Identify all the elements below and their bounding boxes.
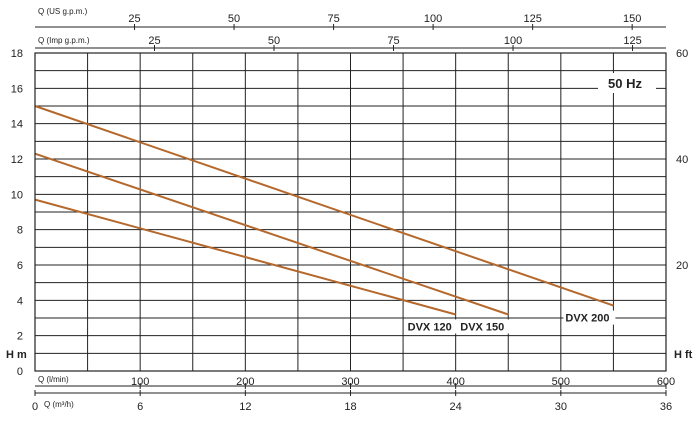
series-label-background: [405, 319, 458, 334]
us-gpm-tick-label: 100: [424, 13, 442, 25]
axis-label-imp-gpm: Q (Imp g.p.m.): [38, 36, 90, 45]
lmin-tick-label: 100: [131, 376, 149, 388]
us-gpm-tick-label: 75: [327, 13, 339, 25]
tick-label-left: 4: [17, 295, 23, 307]
imp-gpm-tick-label: 75: [387, 35, 399, 47]
series-label: DVX 200: [565, 313, 609, 325]
m3h-tick-label: 30: [555, 401, 567, 413]
tick-label-right: 40: [676, 154, 688, 166]
tick-label-left: 0: [17, 366, 23, 378]
tick-label-left: 16: [11, 83, 23, 95]
axis-labels: Q (US g.p.m.) Q (Imp g.p.m.) H m H ft Q …: [6, 7, 693, 409]
series-labels: DVX 120 DVX 150 DVX 200: [405, 310, 616, 334]
lmin-tick-label: 400: [446, 376, 464, 388]
lmin-tick-label: 600: [657, 376, 675, 388]
frequency-badge: 50 Hz: [598, 73, 656, 93]
tick-label-left: 6: [17, 260, 23, 272]
grid-lines: [35, 53, 666, 371]
m3h-tick-label: 36: [660, 401, 672, 413]
tick-label-left: 2: [17, 331, 23, 343]
axis-label-m3h: Q (m³/h): [44, 400, 74, 409]
m3h-tick-label: 6: [137, 401, 143, 413]
axis-label-us-gpm: Q (US g.p.m.): [38, 7, 88, 16]
plot-frame: [34, 24, 667, 396]
m3h-tick-label: 0: [32, 401, 38, 413]
axis-label-lmin: Q (l/min): [38, 375, 69, 384]
tick-label-left: 12: [11, 154, 23, 166]
pump-curves: [34, 105, 614, 316]
imp-gpm-tick-label: 100: [504, 35, 522, 47]
m3h-tick-label: 18: [344, 401, 356, 413]
pump-curve: [34, 105, 614, 307]
tick-label-left: 14: [11, 119, 23, 131]
us-gpm-tick-label: 125: [523, 13, 541, 25]
lmin-tick-label: 500: [552, 376, 570, 388]
tick-label-left: 8: [17, 225, 23, 237]
imp-gpm-tick-label: 50: [268, 35, 280, 47]
m3h-tick-label: 24: [450, 401, 462, 413]
us-gpm-tick-label: 150: [623, 13, 641, 25]
series-label: DVX 150: [460, 321, 504, 333]
imp-gpm-tick-label: 25: [148, 35, 160, 47]
us-gpm-tick-label: 50: [228, 13, 240, 25]
tick-label-right: 20: [676, 260, 688, 272]
axis-label-h-m: H m: [6, 349, 27, 361]
tick-label-right: 60: [676, 48, 688, 60]
plot-border: [34, 52, 667, 372]
series-label-background: [563, 310, 616, 325]
axis-label-h-ft: H ft: [674, 349, 693, 361]
m3h-tick-label: 12: [239, 401, 251, 413]
pump-curve: [34, 152, 509, 316]
lmin-tick-label: 300: [341, 376, 359, 388]
lmin-tick-label: 200: [236, 376, 254, 388]
series-label-background: [458, 319, 511, 334]
frequency-badge-text: 50 Hz: [608, 76, 642, 91]
us-gpm-tick-label: 25: [128, 13, 140, 25]
series-label: DVX 120: [408, 321, 452, 333]
tick-label-left: 18: [11, 48, 23, 60]
pump-curve: [34, 198, 456, 316]
imp-gpm-tick-label: 125: [623, 35, 641, 47]
tick-label-left: 10: [11, 189, 23, 201]
